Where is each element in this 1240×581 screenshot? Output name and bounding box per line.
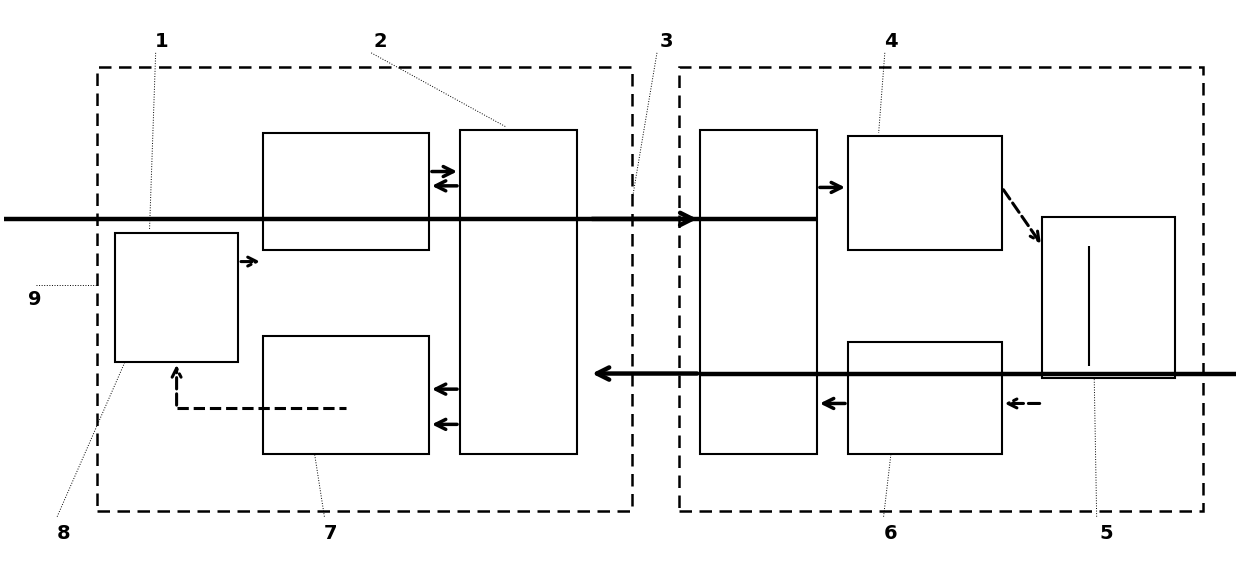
Bar (701, 130, 817, 454)
Text: 8: 8 (57, 525, 71, 543)
Bar (848, 136, 1002, 250)
Text: 6: 6 (884, 525, 898, 543)
Bar (848, 342, 1002, 454)
Text: 2: 2 (373, 32, 387, 51)
Bar (97, 67, 632, 511)
Text: 3: 3 (660, 32, 673, 51)
Bar (115, 233, 238, 362)
Text: 4: 4 (884, 32, 898, 51)
Text: 5: 5 (1100, 525, 1114, 543)
Text: 9: 9 (29, 289, 42, 309)
Bar (1043, 217, 1176, 378)
Bar (680, 67, 1203, 511)
Bar (460, 130, 577, 454)
Text: 1: 1 (155, 32, 169, 51)
Text: 7: 7 (324, 525, 337, 543)
Bar (263, 133, 429, 250)
Bar (263, 336, 429, 454)
